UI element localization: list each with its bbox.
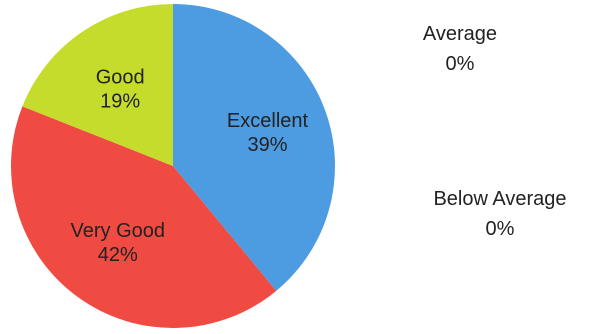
- outside-value-label: 0%: [446, 53, 475, 75]
- outside-category-label: Average: [423, 23, 497, 45]
- slice-category-label: Good: [96, 66, 145, 88]
- zero-value-labels: Average 0% Below Average 0%: [423, 23, 567, 240]
- slice-category-label: Excellent: [227, 110, 309, 132]
- slice-value-label: 42%: [98, 244, 138, 266]
- slice-category-label: Very Good: [71, 220, 166, 242]
- pie-slice-excellent: [173, 4, 335, 291]
- outside-label-average: Average 0%: [423, 23, 497, 75]
- pie-slice-very-good: [11, 106, 277, 328]
- outside-label-below-average: Below Average 0%: [433, 188, 566, 240]
- pie-slice-good: [22, 4, 173, 166]
- pie-slices: [11, 4, 335, 328]
- outside-value-label: 0%: [486, 218, 515, 240]
- slice-value-label: 39%: [247, 134, 287, 156]
- slice-value-label: 19%: [100, 90, 140, 112]
- outside-category-label: Below Average: [433, 188, 566, 210]
